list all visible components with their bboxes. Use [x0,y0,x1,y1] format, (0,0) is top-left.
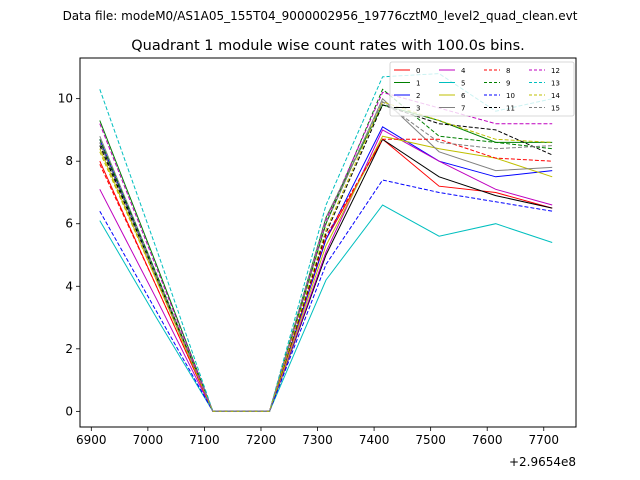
y-tick-label: 8 [65,154,73,168]
y-tick-label: 10 [58,92,73,106]
x-tick-label: 7700 [528,433,559,447]
x-axis-offset-label: +2.9654e8 [509,455,576,469]
x-tick-label: 6900 [76,433,107,447]
legend-label-10: 10 [506,92,515,100]
legend-label-0: 0 [416,67,420,75]
y-tick-label: 2 [65,342,73,356]
legend-label-9: 9 [506,80,510,88]
legend-label-13: 13 [551,80,560,88]
x-tick-label: 7200 [246,433,277,447]
legend-box [389,61,575,117]
series-line-8 [99,138,553,412]
legend-label-1: 1 [416,80,420,88]
legend-label-6: 6 [461,92,466,100]
y-axis: 0 2 4 6 8 10 [58,92,80,418]
legend-label-8: 8 [506,67,510,75]
series-line-11 [99,104,553,412]
legend-label-7: 7 [461,105,465,113]
legend-label-5: 5 [461,80,465,88]
legend-label-2: 2 [416,92,420,100]
series-line-12 [99,91,553,412]
figure-suptitle: Data file: modeM0/AS1A05_155T04_90000029… [63,9,578,23]
x-tick-label: 7500 [415,433,446,447]
legend-label-4: 4 [461,67,466,75]
x-tick-label: 7600 [472,433,503,447]
series-line-9 [99,88,553,412]
legend-label-11: 11 [506,105,515,113]
x-tick-label: 7400 [359,433,390,447]
x-tick-label: 7300 [302,433,333,447]
legend-label-14: 14 [551,92,560,100]
y-tick-label: 6 [65,217,73,231]
legend-label-12: 12 [551,67,560,75]
series-line-4 [99,129,553,412]
y-tick-label: 0 [65,404,73,418]
y-tick-label: 4 [65,279,73,293]
series-line-15 [99,101,553,412]
legend-label-15: 15 [551,105,560,113]
series-line-1 [99,104,553,412]
x-axis: 6900 7000 7100 7200 7300 7400 7500 7600 7700 [76,427,559,447]
series-line-10 [99,179,553,412]
x-tick-label: 7100 [189,433,220,447]
series-line-5 [99,204,553,412]
legend-label-3: 3 [416,105,420,113]
x-tick-label: 7000 [133,433,164,447]
series-line-14 [99,101,553,412]
chart-title: Quadrant 1 module wise count rates with … [131,38,525,54]
axes-frame [79,57,577,428]
